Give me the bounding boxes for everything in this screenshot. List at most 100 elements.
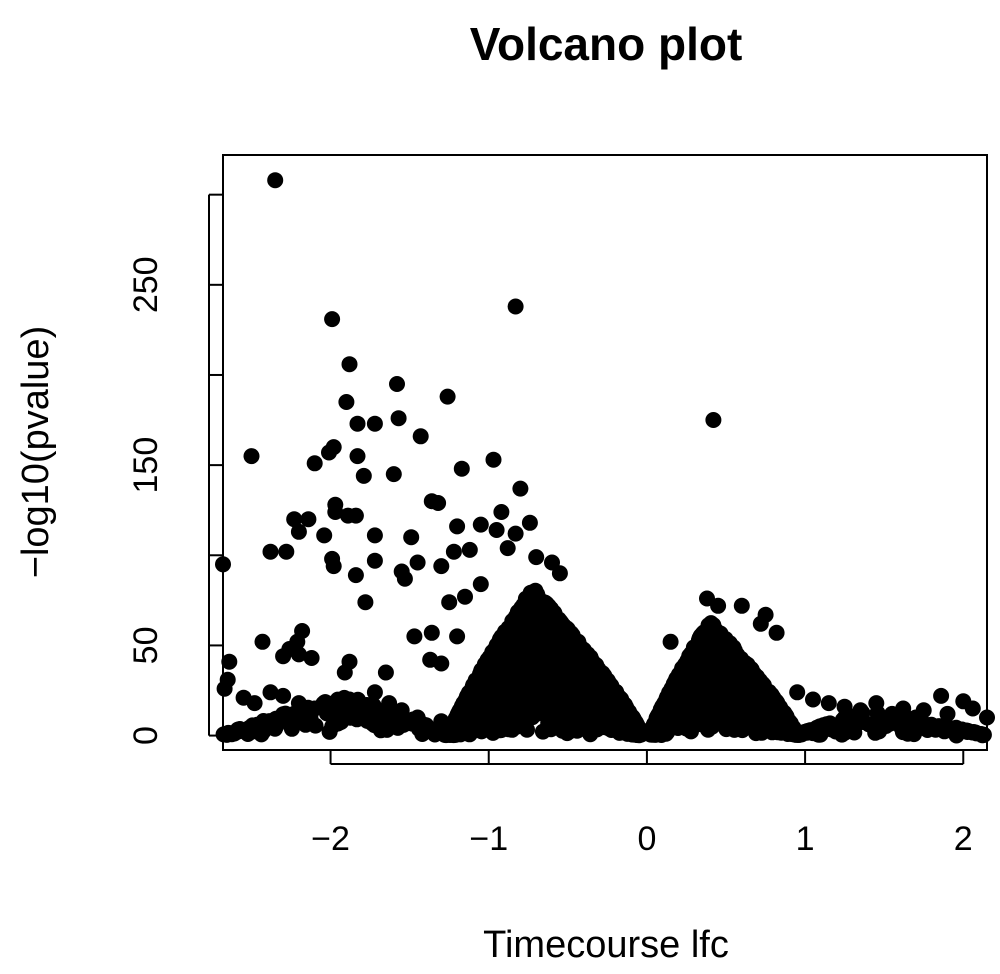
chart-title: Volcano plot xyxy=(470,18,743,70)
data-point xyxy=(275,648,292,665)
x-axis-label: Timecourse lfc xyxy=(483,924,729,966)
data-point xyxy=(275,706,292,723)
data-point xyxy=(423,624,440,641)
data-point xyxy=(528,549,545,566)
data-point xyxy=(300,511,317,528)
data-point xyxy=(567,679,584,696)
data-point xyxy=(324,311,341,328)
data-point xyxy=(262,543,279,560)
data-point xyxy=(752,615,769,632)
data-point xyxy=(551,565,568,582)
data-point xyxy=(389,376,405,392)
data-point xyxy=(504,673,521,690)
data-point xyxy=(502,624,519,641)
x-axis: −2 −1 0 1 2 xyxy=(311,750,973,858)
data-point xyxy=(975,726,992,743)
data-point xyxy=(354,696,371,713)
data-point xyxy=(733,597,750,614)
data-point xyxy=(275,687,292,704)
data-point xyxy=(852,702,869,719)
data-point xyxy=(393,702,410,719)
data-point xyxy=(412,428,429,445)
data-point xyxy=(512,642,529,659)
data-point xyxy=(756,699,773,716)
data-point xyxy=(449,628,466,645)
data-point xyxy=(357,594,374,611)
data-point xyxy=(377,664,394,681)
data-point xyxy=(736,711,753,728)
data-point xyxy=(262,684,279,701)
data-point xyxy=(472,516,489,533)
data-point xyxy=(673,663,690,680)
data-point xyxy=(290,695,307,712)
data-point xyxy=(349,448,366,465)
data-point xyxy=(933,687,950,704)
data-point xyxy=(587,682,604,699)
data-point xyxy=(895,700,912,717)
data-point xyxy=(710,597,727,614)
y-tick-label: 150 xyxy=(127,437,165,494)
data-point xyxy=(439,388,456,405)
data-point xyxy=(366,527,383,544)
data-point xyxy=(349,415,366,432)
data-point xyxy=(599,720,616,736)
data-point xyxy=(488,522,505,538)
data-point xyxy=(290,523,307,540)
data-point xyxy=(820,718,837,735)
data-point xyxy=(573,641,590,658)
data-point xyxy=(409,709,426,726)
data-point xyxy=(289,633,306,650)
data-point xyxy=(433,558,450,575)
x-tick-label: 1 xyxy=(796,820,815,858)
data-point xyxy=(507,689,524,706)
x-tick-label: 2 xyxy=(954,820,973,858)
data-point xyxy=(683,723,699,740)
data-point xyxy=(473,723,490,740)
data-point xyxy=(512,480,529,497)
data-point xyxy=(414,726,431,742)
data-point xyxy=(325,695,342,712)
data-point xyxy=(254,633,271,650)
data-point xyxy=(915,702,932,719)
data-point xyxy=(267,172,284,189)
data-point xyxy=(409,554,426,571)
data-point xyxy=(793,726,810,743)
data-point xyxy=(572,695,588,712)
data-point xyxy=(768,624,785,641)
data-point xyxy=(393,563,410,580)
data-point xyxy=(522,698,539,715)
data-point xyxy=(472,576,489,593)
x-tick-label: −2 xyxy=(311,820,350,858)
data-point xyxy=(482,689,498,706)
data-point xyxy=(958,722,975,739)
data-point xyxy=(355,467,372,484)
data-point xyxy=(931,720,948,737)
data-point xyxy=(543,609,560,626)
data-point xyxy=(499,540,516,557)
data-point xyxy=(507,298,524,315)
data-point xyxy=(385,466,402,483)
data-point xyxy=(457,588,473,605)
data-point xyxy=(436,726,453,743)
y-axis-label: −log10(pvalue) xyxy=(15,326,57,578)
data-point xyxy=(770,701,787,718)
x-tick-label: 0 xyxy=(637,820,656,858)
data-point xyxy=(820,695,837,712)
data-point xyxy=(615,720,632,737)
data-point xyxy=(366,415,383,432)
data-point xyxy=(507,525,524,542)
data-point xyxy=(714,645,731,661)
data-point xyxy=(381,695,398,712)
data-point xyxy=(549,699,566,716)
data-point xyxy=(485,451,502,468)
data-point xyxy=(366,684,383,701)
data-point xyxy=(750,723,767,740)
data-point xyxy=(390,410,407,427)
data-point xyxy=(216,680,233,697)
data-point xyxy=(513,601,530,618)
data-point xyxy=(441,594,458,611)
y-tick-label: 250 xyxy=(127,256,165,313)
data-point xyxy=(893,719,910,736)
data-point xyxy=(290,646,307,663)
data-point xyxy=(490,651,507,668)
